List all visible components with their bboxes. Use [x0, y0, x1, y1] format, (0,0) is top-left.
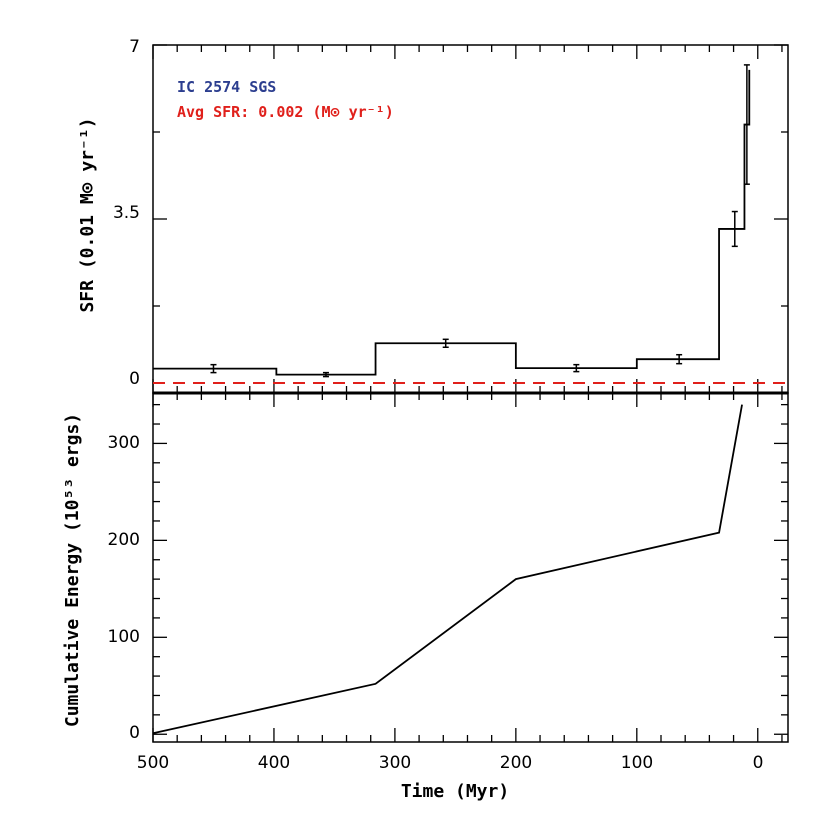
bottom-ytick-label-1: 100 — [108, 627, 140, 647]
top-ytick-label-1: 3.5 — [113, 203, 140, 223]
xtick-label-300: 300 — [379, 753, 411, 773]
bottom-y-axis-title: Cumulative Energy (10⁵³ ergs) — [62, 413, 83, 727]
bottom-panel-ticks — [152, 393, 788, 742]
bottom-panel-frame — [152, 392, 789, 743]
bottom-ytick-label-2: 200 — [108, 530, 140, 550]
cumulative-energy-line — [152, 404, 743, 735]
bottom-ytick-label-0: 0 — [129, 723, 140, 743]
x-axis-title: Time (Myr) — [401, 781, 509, 802]
top-panel-ticks — [152, 44, 788, 394]
top-panel-frame — [152, 44, 789, 394]
top-ytick-label-0: 0 — [129, 369, 140, 389]
xtick-label-200: 200 — [500, 753, 532, 773]
legend-title: IC 2574 SGS — [177, 78, 276, 96]
bottom-ytick-label-3: 300 — [108, 433, 140, 453]
xtick-label-500: 500 — [137, 753, 169, 773]
xtick-label-400: 400 — [258, 753, 290, 773]
legend-avg-sfr: Avg SFR: 0.002 (M⊙ yr⁻¹) — [177, 103, 394, 121]
top-ytick-label-2: 7 — [129, 37, 140, 57]
xtick-label-100: 100 — [621, 753, 653, 773]
sfr-errorbars — [210, 64, 750, 378]
top-y-axis-title: SFR (0.01 M⊙ yr⁻¹) — [77, 117, 98, 312]
xtick-label-0: 0 — [753, 753, 764, 773]
